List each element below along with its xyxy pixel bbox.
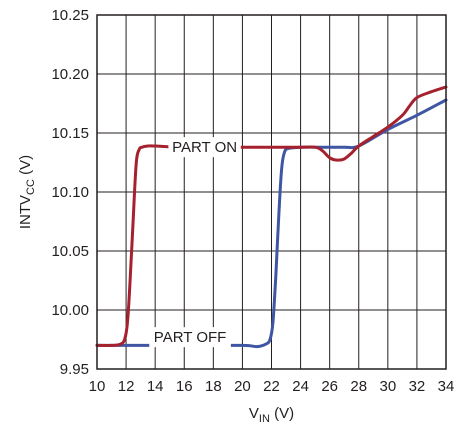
- grid: [97, 15, 446, 369]
- x-tick-label: 22: [263, 378, 280, 395]
- y-tick-label: 10.05: [51, 243, 89, 260]
- x-tick-label: 10: [89, 378, 106, 395]
- y-tick-label: 10.20: [51, 66, 89, 83]
- x-axis-label-sub: IN: [259, 413, 270, 425]
- x-tick-label: 32: [409, 378, 426, 395]
- y-tick-label: 10.15: [51, 125, 89, 142]
- annotations: PART ON PART OFF: [149, 137, 241, 348]
- x-tick-label: 30: [379, 378, 396, 395]
- annotation-background: [149, 327, 231, 348]
- y-tick-labels: 9.95 10.00 10.05 10.10 10.15 10.20 10.25: [51, 7, 89, 378]
- x-tick-label: 14: [147, 378, 164, 395]
- x-tick-label: 18: [205, 378, 222, 395]
- x-tick-labels: 10 12 14 16 18 20 22 24 26 28 30 32 34: [89, 378, 455, 395]
- annotation-part-on: PART ON: [172, 139, 237, 156]
- y-axis-label-main: INTV: [17, 195, 34, 229]
- x-tick-label: 28: [350, 378, 367, 395]
- x-tick-label: 16: [176, 378, 193, 395]
- series-line-red: [95, 85, 448, 347]
- x-tick-label: 24: [292, 378, 309, 395]
- x-tick-label: 12: [118, 378, 135, 395]
- x-axis-label: VIN (V): [249, 405, 294, 425]
- y-axis-label: INTVCC (V): [17, 155, 37, 229]
- y-tick-label: 10.00: [51, 302, 89, 319]
- annotation-background: [168, 137, 241, 158]
- x-tick-label: 20: [234, 378, 251, 395]
- series-lines: [95, 85, 448, 349]
- y-tick-label: 10.25: [51, 7, 89, 24]
- y-tick-label: 9.95: [60, 361, 89, 378]
- series-line-blue: [95, 98, 448, 349]
- annotation-part-off: PART OFF: [154, 329, 227, 346]
- plot-frame: [96, 14, 447, 370]
- x-axis-label-main: V: [249, 405, 259, 422]
- x-tick-label: 34: [438, 378, 455, 395]
- x-tick-label: 26: [321, 378, 338, 395]
- x-axis-label-unit: (V): [270, 405, 294, 422]
- y-tick-label: 10.10: [51, 184, 89, 201]
- y-axis-label-sub: CC: [25, 179, 37, 195]
- y-axis-label-unit: (V): [17, 155, 34, 179]
